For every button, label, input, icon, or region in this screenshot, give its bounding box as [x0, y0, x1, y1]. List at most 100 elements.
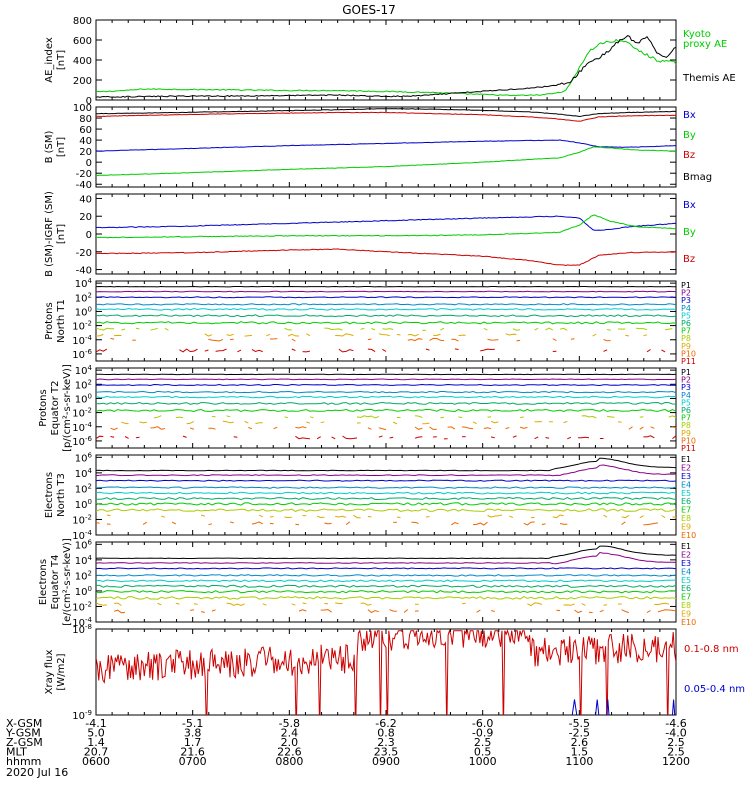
- footer-row: hhmm 0600 0700 0800 0900 1000 1100 1200: [6, 755, 690, 768]
- date-label: 2020 Jul 16: [6, 766, 68, 779]
- channel-line: [121, 421, 129, 425]
- channel-line: [142, 521, 148, 525]
- legend-entry: P5: [681, 311, 691, 320]
- legend-entry: P10: [681, 349, 696, 358]
- channel-line: [110, 436, 115, 438]
- y-axis-label-line: Equator T2: [50, 381, 61, 436]
- tick-label: 40: [79, 136, 92, 147]
- channel-line: [193, 603, 198, 605]
- channel-line: [407, 333, 419, 337]
- channel-line: [208, 523, 213, 526]
- panel-frame: [95, 280, 677, 362]
- tick-label: 20: [79, 212, 92, 223]
- footer-value: -2.5: [569, 727, 590, 740]
- channel-line: [95, 290, 677, 293]
- tick-label: 102: [75, 569, 92, 582]
- channel-line: [95, 401, 677, 405]
- channel-line: [378, 333, 390, 337]
- channel-line: [175, 602, 180, 605]
- channel-line: [472, 421, 477, 425]
- channel-line: [190, 427, 195, 430]
- channel-line: [476, 609, 481, 613]
- series-line: [95, 215, 677, 231]
- footer-value: -4.6: [665, 717, 686, 730]
- legend-entry: P8: [681, 334, 691, 343]
- legend-entry: E8: [681, 514, 691, 523]
- footer-value: 20.7: [84, 746, 109, 759]
- channel-line: [639, 416, 644, 418]
- channel-line: [95, 521, 100, 524]
- channel-line: [451, 338, 459, 342]
- channel-line: [95, 348, 108, 353]
- channel-line: [226, 415, 231, 418]
- channel-line: [316, 515, 325, 519]
- panel-data: [95, 214, 677, 267]
- tick-label: 104: [75, 467, 93, 480]
- channel-line: [244, 420, 249, 424]
- legend-entry: P9: [681, 429, 691, 438]
- legend-entry: E3: [681, 472, 691, 481]
- channel-line: [403, 609, 409, 613]
- channel-line: [95, 296, 677, 299]
- channel-line: [625, 334, 630, 337]
- channel-line: [135, 327, 140, 330]
- channel-line: [429, 426, 437, 430]
- footer-value: -4.0: [665, 727, 686, 740]
- channel-line: [661, 515, 666, 519]
- channel-line: [295, 426, 307, 429]
- channel-line: [95, 502, 677, 506]
- channel-line: [356, 415, 379, 419]
- channel-line: [110, 337, 115, 340]
- channel-line: [643, 334, 648, 337]
- channel-line: [95, 390, 677, 394]
- y-axis-label: AE_index [nT]: [44, 37, 67, 83]
- channel-line: [233, 436, 238, 438]
- tick-label: 0: [86, 158, 92, 169]
- series-legend: 0.1-0.8 nm 0.05-0.4 nm: [684, 644, 745, 695]
- footer-value: 0600: [82, 755, 110, 768]
- tick-label: 100: [75, 392, 92, 405]
- channel-line: [95, 395, 677, 399]
- legend-entry: P2: [681, 289, 691, 298]
- chart-title: GOES-17: [342, 3, 396, 17]
- footer-row-label: X-GSM: [6, 717, 42, 730]
- tick-label: 106: [75, 538, 93, 551]
- legend-entry: 0.05-0.4 nm: [684, 684, 745, 695]
- channel-line: [335, 333, 354, 337]
- channel-line: [523, 521, 535, 526]
- legend-entry: E3: [681, 559, 691, 568]
- channel-line: [672, 516, 677, 518]
- footer-value: 0.8: [377, 727, 395, 740]
- y-axis-label-line: North T1: [56, 299, 67, 343]
- panel-data: [95, 285, 677, 353]
- tick-label: 104: [75, 277, 93, 290]
- channel-line: [360, 327, 365, 330]
- channel-line: [95, 457, 677, 472]
- channel-line: [570, 338, 575, 340]
- channel-line: [665, 328, 673, 331]
- tick-label: 100: [75, 585, 92, 598]
- legend-entry: P1: [681, 368, 691, 377]
- footer-value: 2.0: [281, 736, 299, 749]
- channel-line: [338, 348, 354, 353]
- footer-value: 0700: [179, 755, 207, 768]
- tick-label: 10-4: [72, 421, 92, 434]
- channel-line: [95, 327, 115, 331]
- channel-line: [95, 314, 677, 318]
- legend-entry: P8: [681, 421, 691, 430]
- channel-line: [462, 602, 466, 605]
- y-axis-label-line: AE_index: [44, 37, 55, 83]
- tick-label: 200: [73, 76, 92, 87]
- channel-line: [95, 378, 677, 381]
- channel-line: [621, 609, 630, 614]
- y-axis-label-line: Equator T4: [50, 555, 61, 610]
- channel-line: [237, 349, 242, 353]
- channel-line: [121, 328, 126, 331]
- series-legend: Bx By Bz: [683, 200, 696, 265]
- y-axis-label-line: [p/(cm²-s-sr-keV)]: [62, 364, 73, 452]
- channel-line: [599, 609, 604, 613]
- channel-line: [316, 436, 321, 440]
- channel-line: [490, 420, 499, 424]
